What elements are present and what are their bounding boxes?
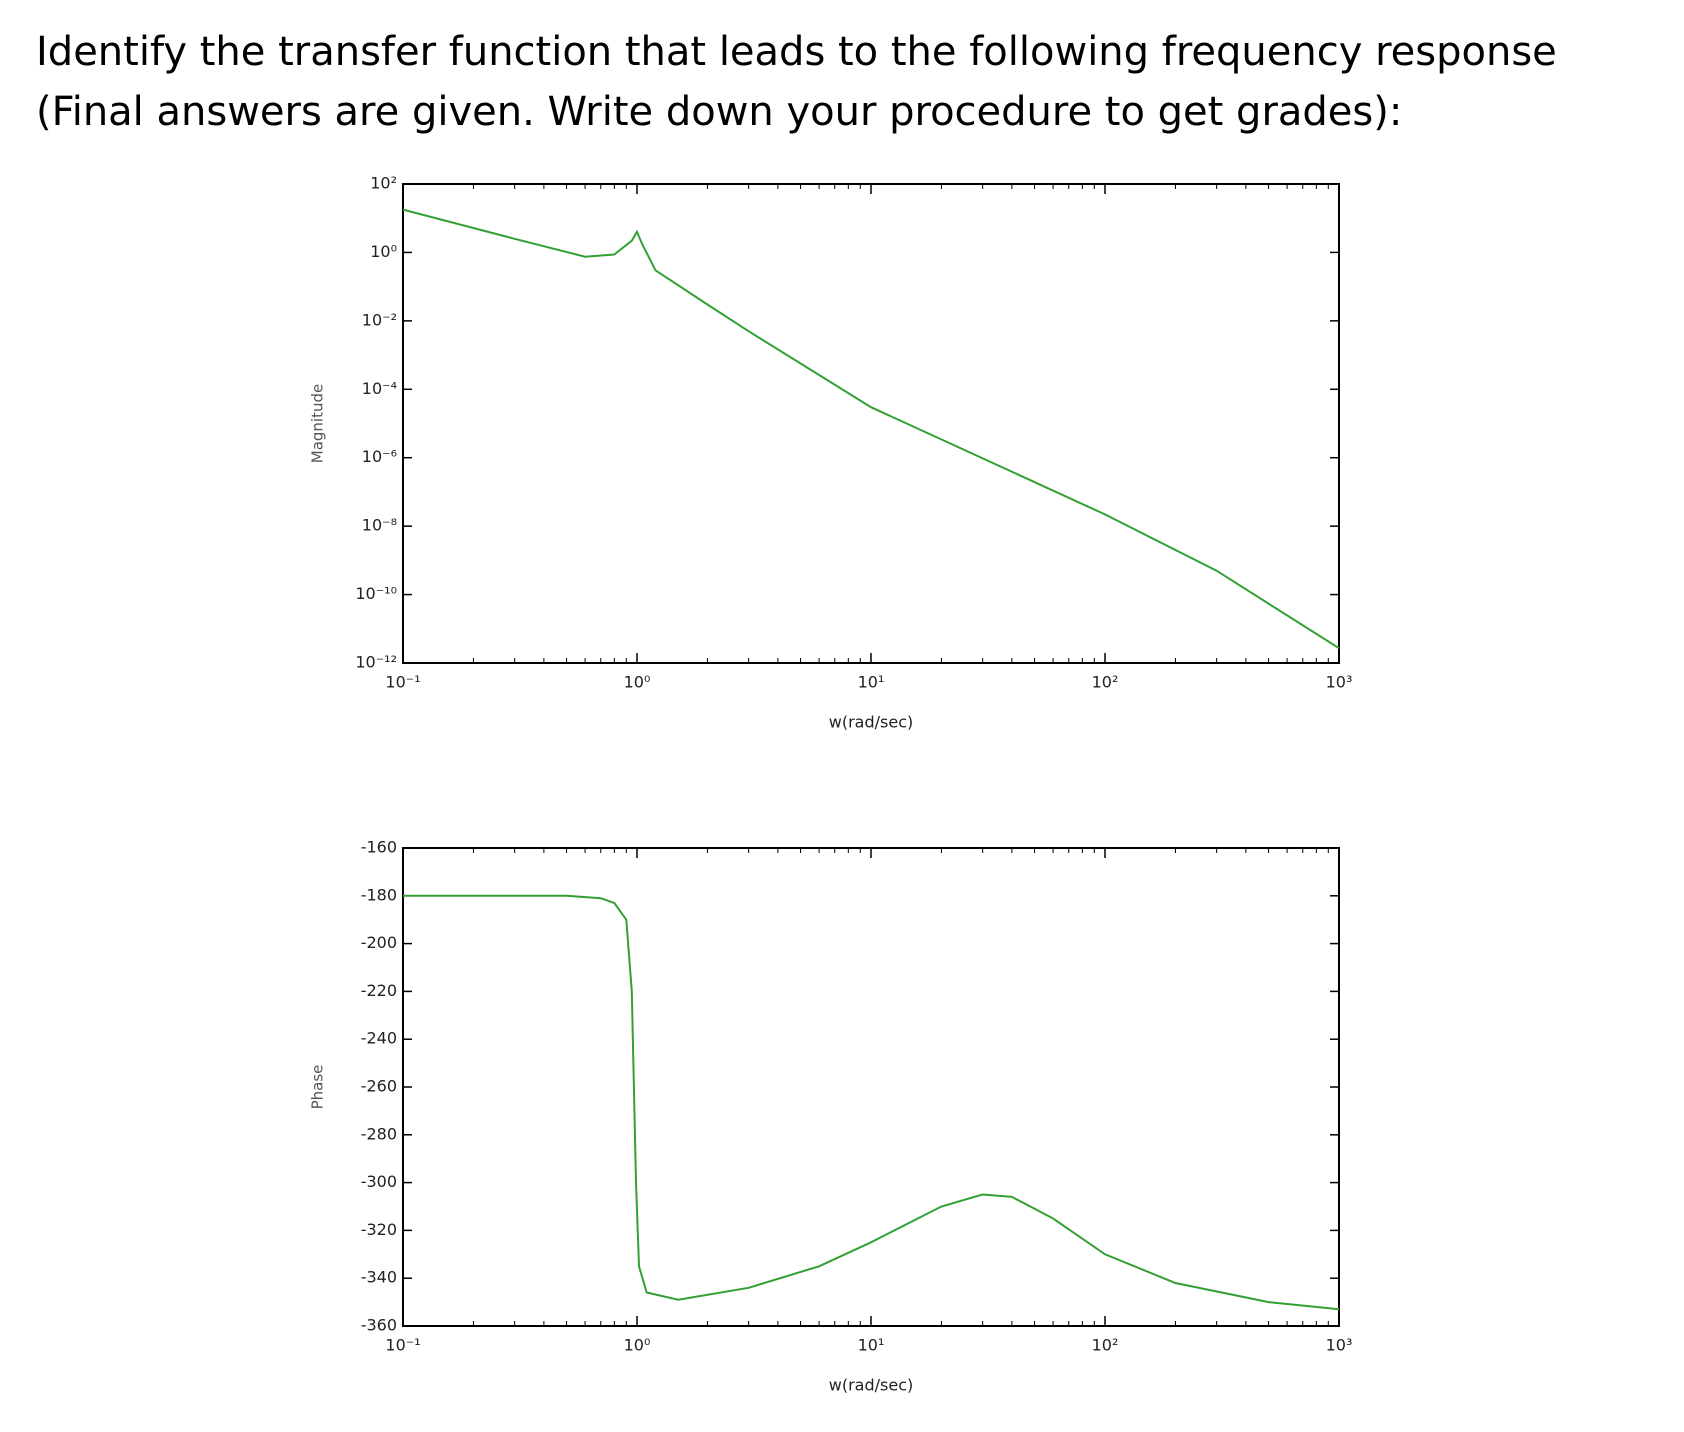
x-tick-label: 10⁻¹: [385, 1336, 420, 1355]
y-tick-label: 10⁻¹⁰: [355, 584, 397, 603]
response-line: [403, 894, 1340, 1311]
x-tick-label: 10¹: [858, 1336, 885, 1355]
y-axis-label: Magnitude: [309, 384, 327, 463]
y-tick-label: -180: [361, 885, 397, 904]
y-tick-label: -340: [361, 1268, 397, 1287]
x-tick-label: 10⁰: [624, 1336, 651, 1355]
x-tick-label: 10⁰: [624, 673, 651, 692]
y-tick-label: -280: [361, 1124, 397, 1143]
y-tick-label: -160: [361, 838, 397, 857]
y-tick-label: 10⁻²: [362, 310, 397, 329]
y-tick-label: -200: [361, 933, 397, 952]
y-tick-label: 10⁻¹²: [355, 653, 397, 672]
y-tick-label: 10⁰: [370, 242, 397, 261]
y-tick-label: 10⁻⁸: [362, 516, 397, 535]
x-tick-label: 10¹: [858, 673, 885, 692]
x-tick-label: 10³: [1326, 1336, 1353, 1355]
y-tick-label: -260: [361, 1077, 397, 1096]
x-tick-label: 10²: [1092, 1336, 1119, 1355]
x-tick-label: 10⁻¹: [385, 673, 420, 692]
y-tick-label: 10⁻⁶: [362, 447, 397, 466]
y-tick-label: 10²: [370, 174, 397, 193]
response-line: [402, 208, 1340, 650]
x-tick-label: 10³: [1326, 673, 1353, 692]
y-tick-label: -320: [361, 1220, 397, 1239]
y-tick-label: -300: [361, 1172, 397, 1191]
y-tick-label: -220: [361, 981, 397, 1000]
x-tick-label: 10²: [1092, 673, 1119, 692]
x-axis-label: w(rad/sec): [829, 713, 913, 732]
y-tick-label: -360: [361, 1316, 397, 1335]
x-axis-label: w(rad/sec): [829, 1376, 913, 1395]
question: Identify the transfer function that lead…: [36, 29, 1557, 135]
y-axis-label: Phase: [309, 1065, 327, 1110]
y-tick-label: -240: [361, 1029, 397, 1048]
plot-frame: [402, 183, 1340, 664]
y-tick-label: 10⁻⁴: [362, 379, 397, 398]
plot-frame: [402, 847, 1340, 1327]
